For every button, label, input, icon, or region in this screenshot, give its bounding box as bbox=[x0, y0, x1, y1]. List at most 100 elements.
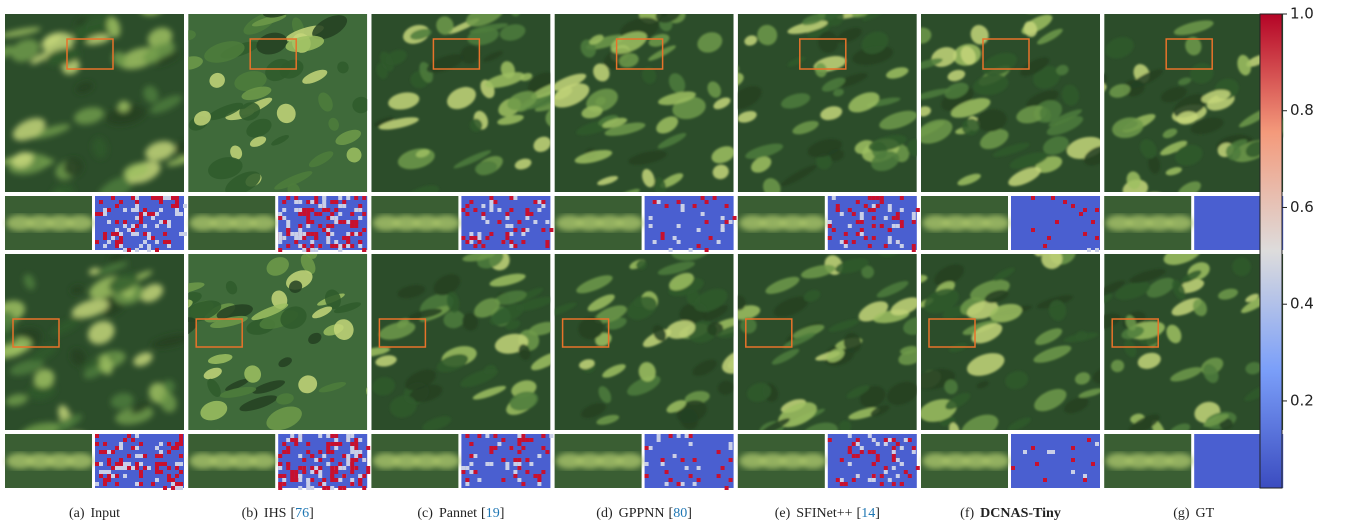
error-cell bbox=[473, 454, 477, 458]
error-cell bbox=[729, 478, 733, 482]
error-cell bbox=[884, 216, 888, 220]
error-cell bbox=[159, 462, 163, 466]
error-cell bbox=[1047, 450, 1051, 454]
error-cell bbox=[904, 470, 908, 474]
error-cell bbox=[127, 228, 131, 232]
error-cell bbox=[167, 450, 171, 454]
error-cell bbox=[310, 470, 314, 474]
error-cell bbox=[685, 434, 689, 438]
error-cell bbox=[362, 486, 366, 490]
error-cell bbox=[1063, 200, 1067, 204]
error-cell bbox=[143, 466, 147, 470]
error-cell bbox=[358, 474, 362, 478]
error-cell bbox=[163, 232, 167, 236]
error-cell bbox=[689, 474, 693, 478]
error-cell bbox=[521, 446, 525, 450]
error-cell bbox=[848, 450, 852, 454]
error-cell bbox=[326, 216, 330, 220]
error-cell bbox=[306, 224, 310, 228]
error-cell bbox=[278, 462, 282, 466]
error-cell bbox=[318, 212, 322, 216]
error-cell bbox=[123, 466, 127, 470]
error-cell bbox=[848, 434, 852, 438]
error-cell bbox=[469, 240, 473, 244]
error-cell bbox=[844, 244, 848, 248]
error-cell bbox=[545, 244, 549, 248]
error-cell bbox=[310, 478, 314, 482]
error-cell bbox=[525, 208, 529, 212]
error-cell bbox=[334, 466, 338, 470]
error-cell bbox=[469, 232, 473, 236]
error-cell bbox=[171, 446, 175, 450]
error-cell bbox=[151, 196, 155, 200]
error-cell bbox=[888, 240, 892, 244]
error-cell bbox=[872, 474, 876, 478]
error-cell bbox=[852, 212, 856, 216]
error-cell bbox=[330, 434, 334, 438]
citation: ] bbox=[309, 506, 314, 521]
error-cell bbox=[848, 224, 852, 228]
error-cell bbox=[135, 204, 139, 208]
caption-name: GPPNN bbox=[619, 506, 665, 521]
error-cell bbox=[1043, 244, 1047, 248]
error-cell bbox=[306, 216, 310, 220]
error-cell bbox=[1043, 478, 1047, 482]
error-cell bbox=[306, 212, 310, 216]
error-cell bbox=[350, 220, 354, 224]
caption-name: Input bbox=[90, 506, 120, 521]
error-cell bbox=[892, 216, 896, 220]
error-cell bbox=[505, 462, 509, 466]
error-cell bbox=[159, 470, 163, 474]
error-cell bbox=[338, 196, 342, 200]
satellite-image bbox=[717, 0, 927, 201]
error-cell bbox=[107, 458, 111, 462]
error-cell bbox=[681, 204, 685, 208]
error-cell bbox=[860, 232, 864, 236]
error-cell bbox=[493, 446, 497, 450]
error-cell bbox=[342, 236, 346, 240]
satellite-image bbox=[371, 0, 574, 218]
error-cell bbox=[537, 208, 541, 212]
error-cell bbox=[143, 232, 147, 236]
error-cell bbox=[338, 462, 342, 466]
error-cell bbox=[346, 196, 350, 200]
error-cell bbox=[179, 438, 183, 442]
error-cell bbox=[322, 200, 326, 204]
error-cell bbox=[1083, 474, 1087, 478]
error-cell bbox=[354, 220, 358, 224]
error-cell bbox=[135, 216, 139, 220]
error-cell bbox=[358, 482, 362, 486]
satellite-image bbox=[906, 0, 1118, 192]
colorbar-tick-label: 0.2 bbox=[1290, 391, 1314, 409]
error-cell bbox=[326, 228, 330, 232]
error-cell bbox=[334, 470, 338, 474]
error-cell bbox=[1071, 204, 1075, 208]
error-cell bbox=[701, 196, 705, 200]
error-cell bbox=[852, 240, 856, 244]
error-cell bbox=[689, 442, 693, 446]
error-cell bbox=[290, 478, 294, 482]
error-cell bbox=[517, 438, 521, 442]
error-cell bbox=[888, 236, 892, 240]
error-cell bbox=[330, 442, 334, 446]
error-cell bbox=[107, 240, 111, 244]
zoom-field bbox=[249, 215, 277, 231]
error-cell bbox=[884, 244, 888, 248]
caption-name: DCNAS-Tiny bbox=[980, 506, 1061, 521]
error-cell bbox=[310, 200, 314, 204]
error-cell bbox=[127, 434, 131, 438]
error-cell bbox=[155, 224, 159, 228]
error-cell bbox=[286, 462, 290, 466]
error-cell bbox=[645, 462, 649, 466]
error-cell bbox=[465, 466, 469, 470]
error-cell bbox=[314, 236, 318, 240]
error-cell bbox=[513, 458, 517, 462]
error-cell bbox=[880, 474, 884, 478]
error-cell bbox=[326, 486, 330, 490]
error-cell bbox=[912, 450, 916, 454]
error-cell bbox=[155, 470, 159, 474]
error-cell bbox=[717, 240, 721, 244]
error-cell bbox=[175, 208, 179, 212]
error-cell bbox=[489, 446, 493, 450]
error-cell bbox=[840, 240, 844, 244]
